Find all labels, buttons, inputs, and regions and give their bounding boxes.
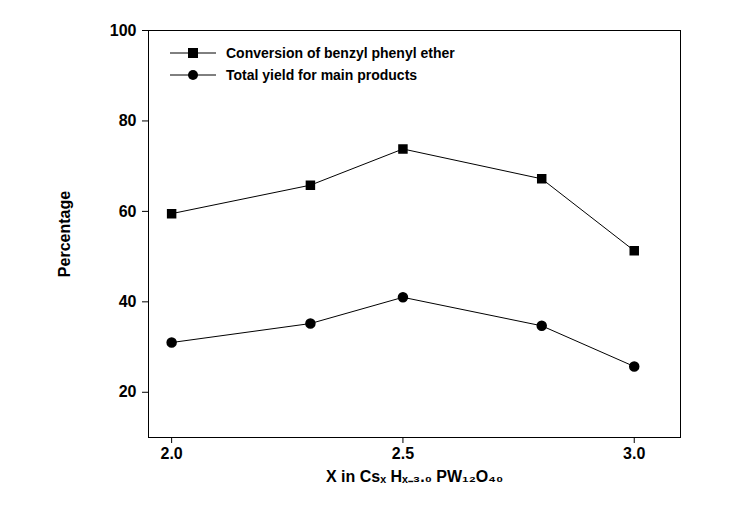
svg-text:80: 80 [119, 112, 137, 129]
svg-text:40: 40 [119, 293, 137, 310]
svg-text:Percentage: Percentage [56, 191, 73, 277]
svg-text:100: 100 [110, 22, 137, 39]
svg-text:2.0: 2.0 [161, 445, 183, 462]
svg-text:X in Csₓ Hₓ₋₃.₀ PW₁₂O₄₀: X in Csₓ Hₓ₋₃.₀ PW₁₂O₄₀ [326, 468, 503, 485]
svg-text:2.5: 2.5 [392, 445, 414, 462]
svg-text:60: 60 [119, 203, 137, 220]
svg-text:3.0: 3.0 [623, 445, 645, 462]
html-text:Total yield for main products: Total yield for main products [226, 67, 418, 83]
html-text:Conversion of benzyl phenyl et: Conversion of benzyl phenyl ether [226, 45, 455, 61]
svg-text:20: 20 [119, 383, 137, 400]
